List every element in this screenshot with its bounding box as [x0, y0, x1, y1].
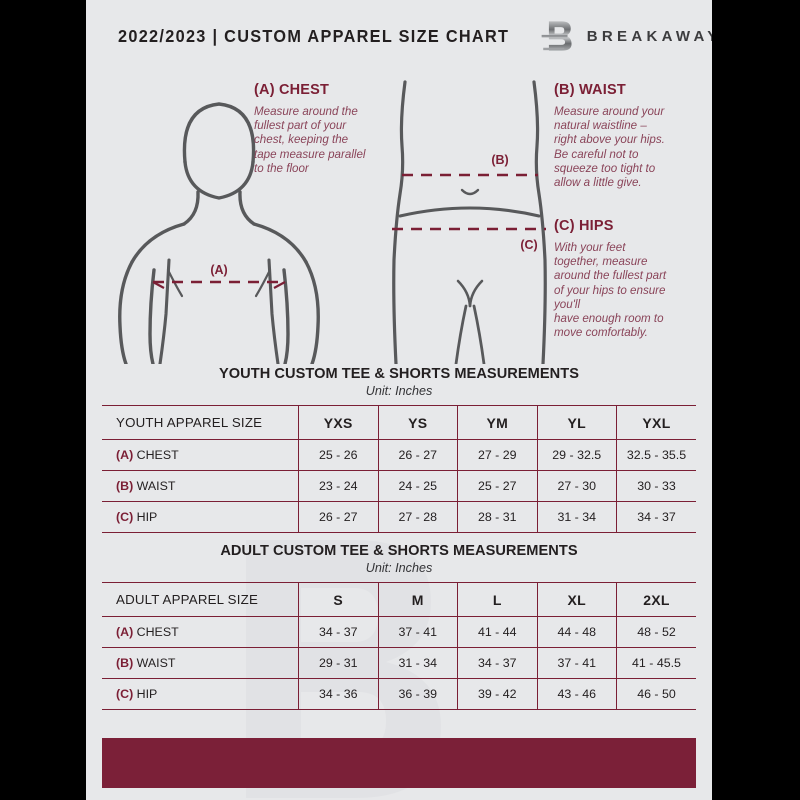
cell: 48 - 52	[616, 616, 696, 648]
cell: 34 - 37	[457, 647, 537, 679]
callout-chest-title: (A) CHEST	[254, 82, 330, 98]
table-row: (A) CHEST 25 - 26 26 - 27 27 - 29 29 - 3…	[102, 439, 696, 471]
cell: 36 - 39	[377, 678, 458, 710]
male-torso-outline-icon: (A)	[118, 102, 320, 364]
cell: 29 - 31	[298, 647, 378, 679]
adult-apparel-size-header: ADULT APPAREL SIZE	[102, 582, 299, 617]
youth-size-col-3: YL	[536, 405, 617, 440]
cell: 46 - 50	[616, 678, 696, 710]
callout-chest-body: Measure around the fullest part of your …	[254, 105, 366, 175]
waist-measure-label: (B)	[491, 153, 508, 167]
youth-size-col-4: YXL	[616, 405, 696, 440]
table-row: (C) HIP 26 - 27 27 - 28 28 - 31 31 - 34 …	[102, 501, 696, 533]
page-title: 2022/2023 | CUSTOM APPAREL SIZE CHART	[118, 25, 510, 46]
page-header: 2022/2023 | CUSTOM APPAREL SIZE CHART BR…	[86, 0, 712, 72]
brand-name: BREAKAWAY	[586, 27, 712, 45]
cell: 25 - 27	[457, 470, 537, 502]
brand-lockup: BREAKAWAY	[539, 19, 712, 53]
youth-apparel-size-header: YOUTH APPAREL SIZE	[102, 405, 299, 440]
table-row: (C) HIP 34 - 36 36 - 39 39 - 42 43 - 46 …	[102, 678, 696, 710]
youth-row-label-hip: (C) HIP	[102, 501, 299, 533]
row-name: HIP	[136, 687, 158, 701]
adult-table-title: ADULT CUSTOM TEE & SHORTS MEASUREMENTS	[220, 543, 578, 559]
youth-size-table: YOUTH APPAREL SIZE YXS YS YM YL YXL (A) …	[102, 405, 696, 533]
cell: 31 - 34	[377, 647, 458, 679]
row-name: CHEST	[136, 625, 179, 639]
cell: 44 - 48	[536, 616, 617, 648]
cell: 37 - 41	[536, 647, 617, 679]
cell: 41 - 44	[457, 616, 537, 648]
table-header-row: ADULT APPAREL SIZE S M L XL 2XL	[102, 582, 696, 617]
adult-row-label-waist: (B) WAIST	[102, 647, 299, 679]
cell: 27 - 28	[377, 501, 458, 533]
adult-size-col-0: S	[298, 582, 378, 617]
cell: 32.5 - 35.5	[616, 439, 696, 471]
cell: 26 - 27	[377, 439, 458, 471]
cell: 34 - 36	[298, 678, 378, 710]
adult-size-col-2: L	[457, 582, 537, 617]
cell: 31 - 34	[536, 501, 617, 533]
cell: 37 - 41	[377, 616, 458, 648]
adult-size-col-4: 2XL	[616, 582, 696, 617]
youth-row-label-chest: (A) CHEST	[102, 439, 299, 471]
row-tag: (C)	[116, 687, 134, 701]
table-header-row: YOUTH APPAREL SIZE YXS YS YM YL YXL	[102, 405, 696, 440]
cell: 23 - 24	[298, 470, 378, 502]
youth-row-label-waist: (B) WAIST	[102, 470, 299, 502]
adult-size-table-block: ADULT CUSTOM TEE & SHORTS MEASUREMENTS U…	[86, 543, 712, 710]
cell: 29 - 32.5	[536, 439, 617, 471]
callout-hips-body: With your feet together, measure around …	[554, 241, 667, 340]
cell: 34 - 37	[298, 616, 378, 648]
adult-row-label-chest: (A) CHEST	[102, 616, 299, 648]
youth-size-col-2: YM	[457, 405, 537, 440]
breakaway-b-logo-icon	[541, 21, 572, 51]
row-tag: (B)	[116, 656, 134, 670]
table-row: (B) WAIST 29 - 31 31 - 34 34 - 37 37 - 4…	[102, 647, 696, 679]
row-name: WAIST	[136, 656, 176, 670]
youth-table-title: YOUTH CUSTOM TEE & SHORTS MEASUREMENTS	[218, 366, 579, 382]
adult-row-label-hip: (C) HIP	[102, 678, 299, 710]
cell: 39 - 42	[457, 678, 537, 710]
hips-measure-label: (C)	[520, 238, 537, 252]
adult-size-col-3: XL	[536, 582, 617, 617]
row-name: WAIST	[136, 479, 176, 493]
size-chart-page: 2022/2023 | CUSTOM APPAREL SIZE CHART BR…	[86, 0, 712, 800]
table-row: (A) CHEST 34 - 37 37 - 41 41 - 44 44 - 4…	[102, 616, 696, 648]
row-tag: (A)	[116, 448, 134, 462]
row-tag: (B)	[116, 479, 134, 493]
table-row: (B) WAIST 23 - 24 24 - 25 25 - 27 27 - 3…	[102, 470, 696, 502]
cell: 34 - 37	[616, 501, 696, 533]
cell: 27 - 29	[457, 439, 537, 471]
youth-table-unit: Unit: Inches	[365, 384, 433, 398]
footer-accent-bar	[102, 738, 696, 788]
cell: 28 - 31	[457, 501, 537, 533]
cell: 43 - 46	[536, 678, 617, 710]
adult-table-unit: Unit: Inches	[365, 561, 433, 575]
row-name: CHEST	[136, 448, 179, 462]
adult-size-col-1: M	[377, 582, 458, 617]
callout-chest: (A) CHEST Measure around the fullest par…	[254, 82, 406, 176]
cell: 25 - 26	[298, 439, 378, 471]
chest-dashed-measure-line	[152, 280, 286, 289]
cell: 27 - 30	[536, 470, 617, 502]
youth-size-col-0: YXS	[298, 405, 378, 440]
callout-hips: (C) HIPS With your feet together, measur…	[554, 218, 706, 340]
cell: 41 - 45.5	[616, 647, 696, 679]
row-tag: (C)	[116, 510, 134, 524]
adult-size-table: ADULT APPAREL SIZE S M L XL 2XL (A) CHES…	[102, 582, 696, 710]
callout-waist-title: (B) WAIST	[554, 82, 626, 98]
cell: 30 - 33	[616, 470, 696, 502]
youth-size-col-1: YS	[377, 405, 458, 440]
callout-hips-title: (C) HIPS	[554, 218, 614, 234]
row-name: HIP	[136, 510, 158, 524]
callout-waist: (B) WAIST Measure around your natural wa…	[554, 82, 706, 190]
chest-measure-label: (A)	[210, 263, 227, 277]
measurement-illustrations: (A) (B)	[86, 66, 712, 366]
callout-waist-body: Measure around your natural waistline – …	[554, 105, 665, 190]
cell: 26 - 27	[298, 501, 378, 533]
youth-size-table-block: YOUTH CUSTOM TEE & SHORTS MEASUREMENTS U…	[86, 366, 712, 533]
male-lower-body-outline-icon: (B) (C)	[392, 80, 547, 364]
cell: 24 - 25	[377, 470, 458, 502]
row-tag: (A)	[116, 625, 134, 639]
